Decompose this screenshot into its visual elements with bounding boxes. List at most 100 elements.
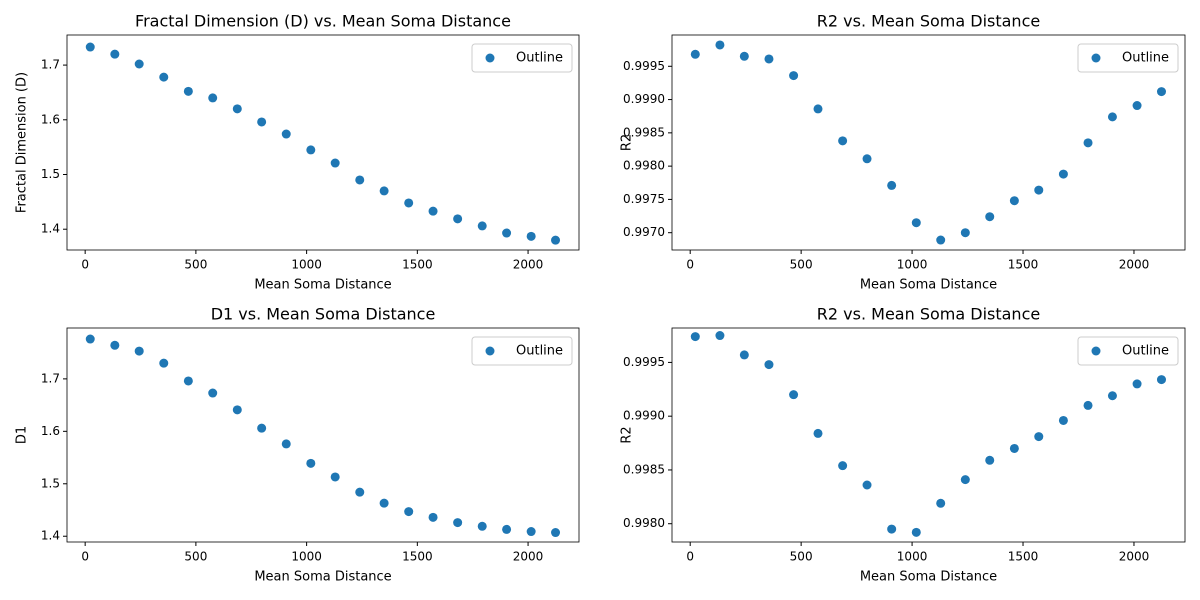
y-tick-label: 1.6 xyxy=(41,424,60,438)
scatter-point xyxy=(281,439,291,449)
scatter-point xyxy=(355,487,365,497)
scatter-point xyxy=(1107,112,1117,122)
scatter-point xyxy=(1009,443,1019,453)
scatter-point xyxy=(1132,101,1142,111)
x-tick-label: 1000 xyxy=(897,550,928,564)
scatter-point xyxy=(690,49,700,59)
scatter-point xyxy=(1156,375,1166,385)
scatter-point xyxy=(838,461,848,471)
scatter-point xyxy=(1034,185,1044,195)
y-tick-label: 1.5 xyxy=(41,167,60,181)
scatter-point xyxy=(862,480,872,490)
subplot: R2 vs. Mean Soma Distance Mean Soma Dista… xyxy=(620,305,1186,585)
scatter-point xyxy=(232,405,242,415)
scatter-point xyxy=(739,51,749,61)
scatter-point xyxy=(813,104,823,114)
scatter-point xyxy=(85,334,95,344)
y-tick-label: 1.4 xyxy=(41,529,60,543)
scatter-point xyxy=(526,231,536,241)
scatter-point xyxy=(110,49,120,59)
scatter-point xyxy=(306,145,316,155)
axes-frame xyxy=(671,327,1186,543)
scatter-point xyxy=(134,346,144,356)
y-tick-label: 1.7 xyxy=(41,58,60,72)
scatter-point xyxy=(428,512,438,522)
scatter-point xyxy=(911,527,921,537)
scatter-point xyxy=(1083,138,1093,148)
scatter-point xyxy=(379,186,389,196)
scatter-point xyxy=(813,428,823,438)
y-tick-label: 0.9980 xyxy=(623,159,665,173)
subplot: R2 vs. Mean Soma Distance Mean Soma Dista… xyxy=(620,12,1186,293)
scatter-point xyxy=(208,93,218,103)
scatter-point xyxy=(208,388,218,398)
x-tick-label: 1500 xyxy=(402,550,433,564)
scatter-point xyxy=(690,332,700,342)
scatter-point xyxy=(134,59,144,69)
scatter-point xyxy=(1009,196,1019,206)
scatter-point xyxy=(306,458,316,468)
scatter-point xyxy=(159,358,169,368)
legend-label: Outline xyxy=(516,344,563,359)
y-tick-label: 0.9985 xyxy=(623,462,665,476)
y-axis-label: R2 xyxy=(620,426,635,443)
subplot-title: R2 vs. Mean Soma Distance xyxy=(817,12,1040,31)
scatter-point xyxy=(257,423,267,433)
x-tick-label: 0 xyxy=(81,258,89,272)
x-tick-label: 1500 xyxy=(1008,550,1039,564)
scatter-point xyxy=(838,136,848,146)
y-tick-label: 0.9980 xyxy=(623,516,665,530)
scatter-point xyxy=(551,528,561,538)
legend-box xyxy=(471,43,573,73)
scatter-point xyxy=(715,40,725,50)
x-tick-label: 2000 xyxy=(1119,258,1150,272)
scatter-point xyxy=(960,228,970,238)
scatter-point xyxy=(936,498,946,508)
scatter-point xyxy=(477,521,487,531)
scatter-point xyxy=(453,214,463,224)
y-tick-label: 0.9985 xyxy=(623,125,665,139)
scatter-point xyxy=(1058,169,1068,179)
scatter-point xyxy=(789,71,799,81)
scatter-point xyxy=(502,228,512,238)
axes-frame xyxy=(671,34,1186,251)
legend-marker xyxy=(1091,53,1101,63)
x-tick-label: 1500 xyxy=(1008,258,1039,272)
scatter-point xyxy=(985,455,995,465)
scatter-point xyxy=(764,54,774,64)
scatter-point xyxy=(183,376,193,386)
y-tick-label: 0.9970 xyxy=(623,225,665,239)
scatter-point xyxy=(1132,379,1142,389)
scatter-point xyxy=(159,72,169,82)
scatter-point xyxy=(936,235,946,245)
axes-frame xyxy=(66,327,580,543)
scatter-point xyxy=(404,198,414,208)
scatter-point xyxy=(789,390,799,400)
legend-marker xyxy=(485,346,495,356)
legend-label: Outline xyxy=(1122,51,1169,66)
x-tick-label: 1000 xyxy=(291,550,322,564)
scatter-point xyxy=(1107,391,1117,401)
subplot-title: R2 vs. Mean Soma Distance xyxy=(817,305,1040,324)
y-tick-label: 1.4 xyxy=(41,222,60,236)
legend-marker xyxy=(485,53,495,63)
scatter-point xyxy=(911,218,921,228)
x-tick-label: 0 xyxy=(81,550,89,564)
axes-frame xyxy=(66,34,580,251)
scatter-point xyxy=(985,212,995,222)
x-tick-label: 500 xyxy=(790,550,813,564)
y-tick-label: 1.7 xyxy=(41,371,60,385)
x-axis-label: Mean Soma Distance xyxy=(254,570,391,585)
scatter-point xyxy=(551,235,561,245)
scatter-point xyxy=(477,221,487,231)
y-tick-label: 0.9995 xyxy=(623,59,665,73)
x-tick-label: 500 xyxy=(184,258,207,272)
scatter-point xyxy=(1034,432,1044,442)
y-tick-label: 1.5 xyxy=(41,476,60,490)
x-tick-label: 0 xyxy=(686,258,694,272)
subplot: D1 vs. Mean Soma Distance Mean Soma Dista… xyxy=(15,305,580,585)
scatter-point xyxy=(526,527,536,537)
y-axis-label: R2 xyxy=(620,134,635,151)
scatter-point xyxy=(330,158,340,168)
